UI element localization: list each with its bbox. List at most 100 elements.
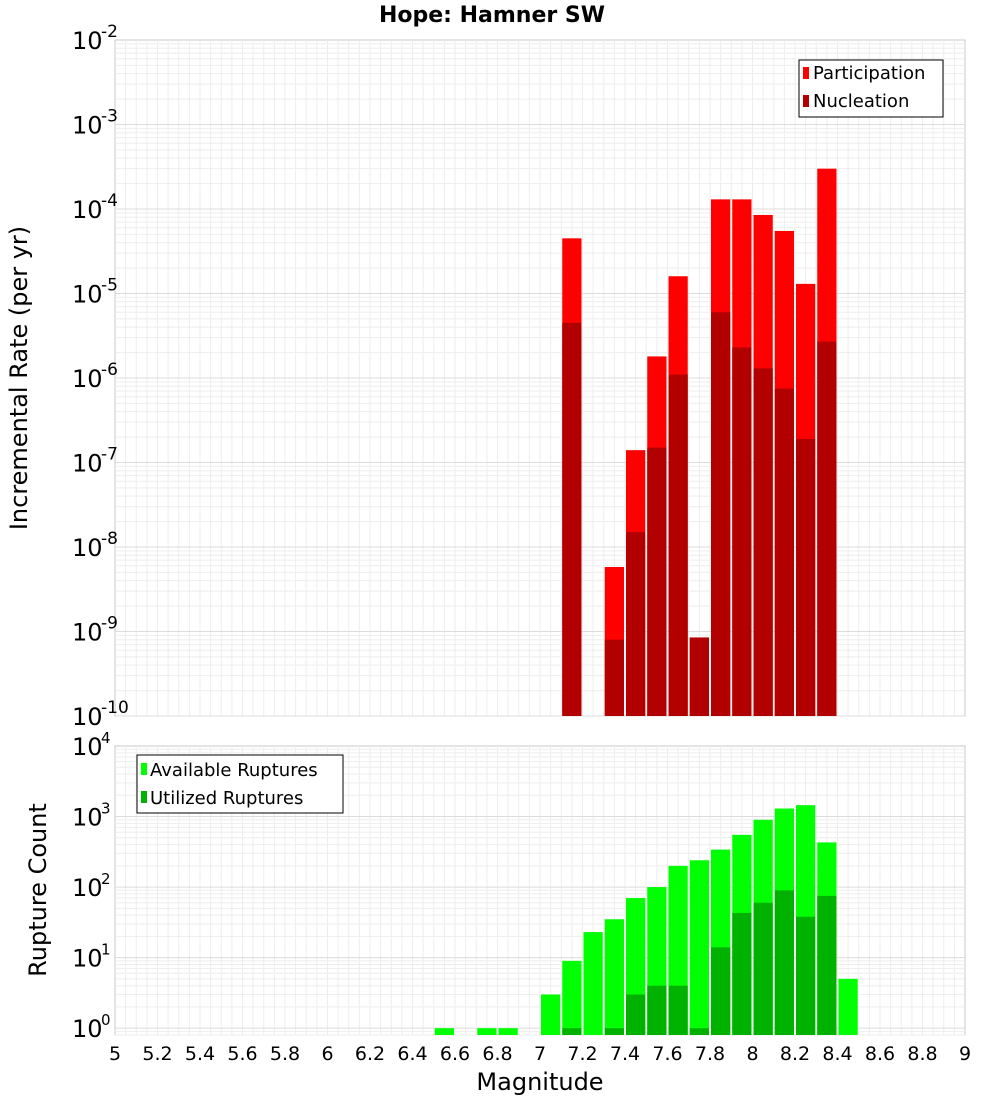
top-bar-nucleation bbox=[604, 639, 624, 716]
top-y-tick-exponent: -10 bbox=[101, 698, 129, 718]
top-bar-nucleation bbox=[796, 438, 816, 716]
top-legend: Participation Nucleation bbox=[798, 59, 944, 118]
bottom-bar-utilized-ruptures bbox=[562, 1028, 582, 1035]
x-tick-label: 7.6 bbox=[652, 1043, 682, 1065]
top-y-tick-exponent: -3 bbox=[101, 107, 118, 127]
bottom-y-tick-label: 10 bbox=[72, 874, 103, 902]
top-y-tick-label: 10 bbox=[72, 703, 103, 731]
top-gridlines bbox=[115, 40, 965, 717]
top-y-tick-label: 10 bbox=[72, 619, 103, 647]
legend-label-nucleation: Nucleation bbox=[813, 91, 909, 112]
top-bar-nucleation bbox=[753, 368, 773, 716]
bottom-bar-utilized-ruptures bbox=[774, 890, 794, 1035]
x-axis-label: Magnitude bbox=[476, 1068, 603, 1096]
x-tick-label: 5.8 bbox=[270, 1043, 300, 1065]
top-bars bbox=[562, 168, 837, 717]
x-tick-label: 8 bbox=[746, 1043, 758, 1065]
top-y-axis-label: Incremental Rate (per yr) bbox=[5, 226, 33, 530]
top-y-tick-label: 10 bbox=[72, 450, 103, 478]
x-tick-label: 9 bbox=[959, 1043, 971, 1065]
top-y-tick-label: 10 bbox=[72, 27, 103, 55]
top-y-tick-label: 10 bbox=[72, 281, 103, 309]
bottom-legend: Available Ruptures Utilized Ruptures bbox=[136, 754, 344, 814]
chart-title: Hope: Hamner SW bbox=[379, 3, 605, 28]
x-tick-label: 8.4 bbox=[822, 1043, 852, 1065]
x-tick-label: 7.8 bbox=[695, 1043, 725, 1065]
bottom-bar-utilized-ruptures bbox=[626, 994, 646, 1035]
bottom-bars bbox=[434, 805, 858, 1035]
legend-swatch-participation bbox=[803, 67, 809, 79]
bottom-bar-utilized-ruptures bbox=[796, 916, 816, 1035]
bottom-bar-utilized-ruptures bbox=[604, 1028, 624, 1035]
x-tick-labels: 5 5.2 5.4 5.6 5.8 6 6.2 6.4 6.6 6.8 7 7.2 7.4 7.6 7.8 8… bbox=[109, 1043, 971, 1065]
x-tick-label: 7.2 bbox=[567, 1043, 597, 1065]
bottom-y-tick-exponent: 4 bbox=[101, 729, 111, 747]
top-y-tick-exponent: -6 bbox=[101, 360, 118, 380]
top-y-tick-label: 10 bbox=[72, 365, 103, 393]
top-y-tick-exponent: -5 bbox=[101, 276, 118, 296]
x-tick-label: 8.8 bbox=[907, 1043, 937, 1065]
x-tick-label: 6 bbox=[321, 1043, 333, 1065]
bottom-y-axis-label: Rupture Count bbox=[24, 803, 52, 977]
bottom-bar-utilized-ruptures bbox=[817, 895, 837, 1035]
legend-label-participation: Participation bbox=[813, 63, 925, 84]
top-y-tick-exponent: -7 bbox=[101, 445, 118, 465]
top-bar-nucleation bbox=[774, 388, 794, 716]
legend-label-utilized: Utilized Ruptures bbox=[150, 788, 303, 809]
x-tick-label: 8.6 bbox=[865, 1043, 895, 1065]
bottom-y-tick-label: 10 bbox=[72, 945, 103, 973]
top-bar-nucleation bbox=[668, 374, 688, 716]
bottom-bar-available-ruptures bbox=[838, 978, 858, 1035]
legend-swatch-nucleation bbox=[803, 95, 809, 107]
bottom-y-tick-exponent: 2 bbox=[101, 870, 111, 888]
top-y-tick-label: 10 bbox=[72, 196, 103, 224]
legend-label-available: Available Ruptures bbox=[150, 760, 318, 781]
bottom-bar-available-ruptures bbox=[562, 960, 582, 1035]
participation-nucleation-panel: 10-210-310-410-510-610-710-810-910-10 In… bbox=[5, 22, 966, 731]
top-y-tick-label: 10 bbox=[72, 112, 103, 140]
x-tick-label: 8.2 bbox=[780, 1043, 810, 1065]
bottom-y-tick-exponent: 3 bbox=[101, 800, 111, 818]
bottom-bar-utilized-ruptures bbox=[732, 912, 752, 1035]
top-y-tick-label: 10 bbox=[72, 534, 103, 562]
x-tick-label: 7 bbox=[534, 1043, 546, 1065]
bottom-bar-available-ruptures bbox=[604, 919, 624, 1035]
top-y-tick-labels: 10-210-310-410-510-610-710-810-910-10 bbox=[72, 22, 129, 731]
top-bar-nucleation bbox=[732, 347, 752, 716]
bottom-bar-available-ruptures bbox=[477, 1028, 497, 1035]
top-bar-nucleation bbox=[626, 532, 646, 716]
top-y-tick-exponent: -2 bbox=[101, 22, 118, 42]
bottom-bar-available-ruptures bbox=[541, 994, 561, 1035]
bottom-y-tick-label: 10 bbox=[72, 1015, 103, 1043]
bottom-bar-utilized-ruptures bbox=[647, 985, 667, 1035]
top-y-tick-exponent: -8 bbox=[101, 529, 118, 549]
top-bar-nucleation bbox=[562, 322, 582, 716]
top-bar-nucleation bbox=[817, 341, 837, 716]
top-bar-nucleation bbox=[711, 312, 731, 716]
bottom-y-tick-exponent: 1 bbox=[101, 941, 111, 959]
bottom-bar-utilized-ruptures bbox=[689, 1028, 709, 1035]
top-y-tick-exponent: -9 bbox=[101, 614, 118, 634]
bottom-y-tick-label: 10 bbox=[72, 804, 103, 832]
x-tick-label: 6.2 bbox=[355, 1043, 385, 1065]
top-bar-nucleation bbox=[647, 447, 667, 716]
bottom-bar-utilized-ruptures bbox=[753, 902, 773, 1035]
bottom-bar-available-ruptures bbox=[434, 1028, 454, 1035]
x-tick-label: 6.6 bbox=[440, 1043, 470, 1065]
legend-swatch-available bbox=[141, 763, 147, 775]
bottom-bar-available-ruptures bbox=[498, 1028, 518, 1035]
x-tick-label: 6.4 bbox=[397, 1043, 427, 1065]
x-tick-label: 6.8 bbox=[482, 1043, 512, 1065]
x-tick-label: 5 bbox=[109, 1043, 121, 1065]
bottom-legend-box bbox=[136, 754, 344, 814]
bottom-y-tick-exponent: 0 bbox=[101, 1011, 111, 1029]
x-tick-label: 5.2 bbox=[142, 1043, 172, 1065]
top-legend-box bbox=[798, 59, 944, 118]
x-tick-label: 7.4 bbox=[610, 1043, 640, 1065]
bottom-bar-utilized-ruptures bbox=[711, 947, 731, 1035]
bottom-bar-utilized-ruptures bbox=[668, 985, 688, 1035]
bottom-bar-available-ruptures bbox=[689, 860, 709, 1035]
